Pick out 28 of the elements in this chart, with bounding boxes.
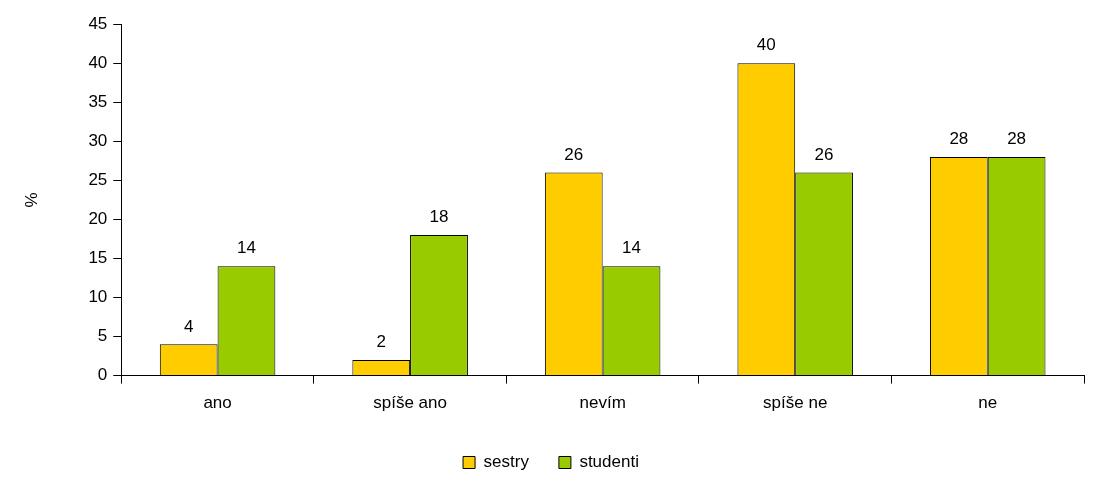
data-label: 14 [622,238,641,258]
y-tick-label: 35 [88,91,108,111]
legend-label: sestry [483,452,530,472]
x-tick-label: spíše ano [373,393,447,413]
data-label: 2 [376,332,386,352]
y-tick-label: 0 [97,365,108,385]
x-tick-label: ano [203,393,232,413]
data-label: 26 [564,144,584,164]
data-label: 14 [237,238,256,258]
data-label: 18 [429,207,449,227]
x-tick-label: ne [978,393,998,413]
data-label: 40 [756,35,776,55]
x-tick-label: nevím [579,393,626,413]
x-tick-label: spíše ne [763,393,828,413]
data-label: 28 [1007,129,1027,149]
y-axis-title: % [21,192,41,208]
data-label: 26 [814,144,834,164]
y-tick-label: 30 [88,131,108,151]
y-tick-label: 5 [97,326,108,346]
y-tick-label: 15 [88,248,108,268]
data-label: 28 [949,129,969,149]
y-tick-label: 40 [88,52,108,72]
y-tick-label: 20 [88,209,108,229]
y-tick-label: 25 [88,170,108,190]
y-tick-label: 45 [88,13,108,33]
y-tick-label: 10 [88,287,108,307]
legend-label: studenti [579,452,639,472]
data-label: 4 [183,316,194,336]
